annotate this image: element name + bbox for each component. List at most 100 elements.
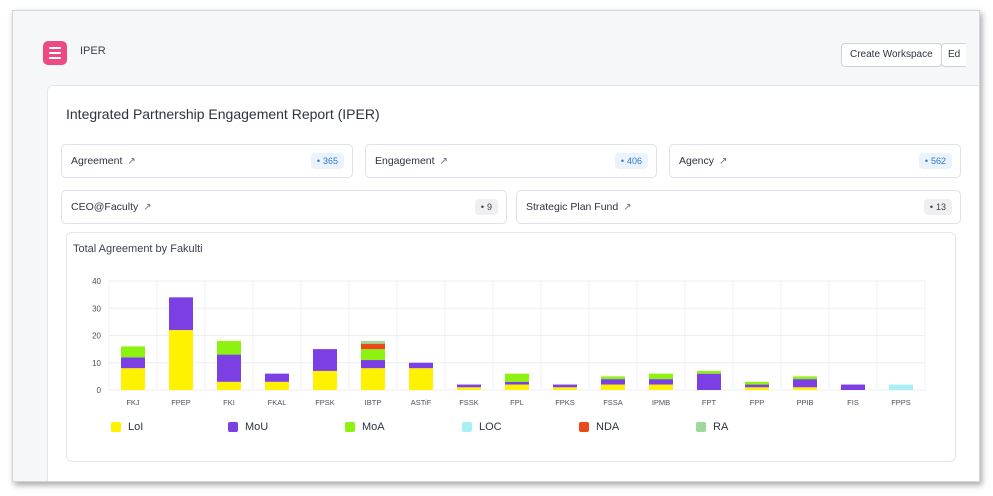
dot-icon: • — [316, 156, 320, 166]
bar-segment-loi — [409, 368, 433, 390]
x-tick-label: FPL — [510, 398, 524, 407]
stat-value: 562 — [930, 156, 946, 166]
bar-segment-moa — [217, 340, 241, 355]
y-tick-label: 0 — [97, 386, 102, 395]
legend-item-ra[interactable]: RA — [696, 421, 728, 433]
stat-card-label: Strategic Plan Fund — [526, 201, 619, 213]
agreement-chart-card: Total Agreement by Fakulti 0 10 20 30 40 FKJ F… — [66, 232, 956, 462]
stat-badge: • 365 — [310, 153, 344, 169]
bar-segment-moa — [505, 373, 529, 382]
y-tick-label: 10 — [92, 359, 101, 368]
bar-segment-loi — [121, 368, 145, 390]
bar-segment-mou — [409, 362, 433, 369]
external-arrow-icon: ↗ — [127, 155, 136, 167]
stat-card-label: Agreement — [71, 155, 123, 167]
bar-segment-loi — [649, 384, 673, 390]
stat-card-label: CEO@Faculty — [71, 201, 139, 213]
app-title: IPER — [80, 45, 106, 57]
legend-swatch — [696, 422, 706, 432]
legend-swatch — [579, 422, 589, 432]
edit-button[interactable]: Ed — [941, 43, 966, 67]
x-tick-label: FPSK — [315, 398, 335, 407]
stat-value: 365 — [322, 156, 338, 166]
stat-card-engagement[interactable]: Engagement ↗ • 406 — [365, 144, 657, 178]
stat-value: 406 — [626, 156, 642, 166]
x-tick-label: IPMB — [652, 398, 670, 407]
hamburger-menu-button[interactable] — [43, 41, 67, 65]
menu-icon-line — [49, 57, 61, 59]
stat-badge: • 562 — [918, 153, 952, 169]
x-tick-label: FPKS — [555, 398, 575, 407]
bar-segment-loi — [793, 387, 817, 390]
bar-segment-loi — [745, 387, 769, 390]
create-workspace-button[interactable]: Create Workspace — [841, 43, 942, 67]
stat-card-ceo-faculty[interactable]: CEO@Faculty ↗ • 9 — [61, 190, 507, 224]
stat-card-label-wrap: Engagement ↗ — [375, 155, 448, 167]
legend-item-mou[interactable]: MoU — [228, 421, 268, 433]
stat-badge: • 13 — [923, 199, 952, 215]
legend-label: LoI — [128, 421, 144, 433]
legend-label: LOC — [479, 421, 502, 433]
bar-segment-ra — [361, 340, 385, 344]
bar-segment-mou — [649, 379, 673, 385]
stat-card-label-wrap: Agreement ↗ — [71, 155, 136, 167]
bar-segment-moa — [793, 376, 817, 380]
external-arrow-icon: ↗ — [623, 201, 632, 213]
bar-segment-mou — [505, 381, 529, 385]
legend-item-nda[interactable]: NDA — [579, 421, 619, 433]
legend-swatch — [462, 422, 472, 432]
bar-segment-mou — [601, 379, 625, 385]
bar-segment-loi — [169, 330, 193, 390]
menu-icon-line — [49, 52, 61, 54]
bar-segment-loc — [889, 384, 913, 390]
stat-card-label-wrap: Strategic Plan Fund ↗ — [526, 201, 632, 213]
legend-item-loc[interactable]: LOC — [462, 421, 502, 433]
stat-card-label: Engagement — [375, 155, 435, 167]
bar-segment-loi — [553, 387, 577, 390]
bar-segment-mou — [793, 379, 817, 388]
stat-value: 13 — [935, 202, 946, 212]
x-tick-label: FPPS — [891, 398, 911, 407]
legend-swatch — [228, 422, 238, 432]
legend-label: NDA — [596, 421, 620, 433]
x-tick-label: FPEP — [171, 398, 191, 407]
stat-card-strategic-plan-fund[interactable]: Strategic Plan Fund ↗ • 13 — [516, 190, 961, 224]
x-tick-label: FSSA — [603, 398, 623, 407]
legend-item-moa[interactable]: MoA — [345, 421, 385, 433]
dot-icon: • — [620, 156, 624, 166]
stat-value: 9 — [486, 202, 492, 212]
stat-card-agreement[interactable]: Agreement ↗ • 365 — [61, 144, 353, 178]
dot-icon: • — [924, 156, 928, 166]
external-arrow-icon: ↗ — [439, 155, 448, 167]
x-tick-label: FKI — [223, 398, 235, 407]
bar-segment-mou — [169, 297, 193, 331]
x-tick-label: FIS — [847, 398, 859, 407]
bar-segment-loi — [313, 370, 337, 390]
bar-segment-moa — [361, 349, 385, 361]
x-tick-label: FKJ — [126, 398, 140, 407]
stat-card-label-wrap: CEO@Faculty ↗ — [71, 201, 152, 213]
x-tick-label: FSSK — [459, 398, 479, 407]
bar-segment-moa — [745, 381, 769, 385]
legend-item-loi[interactable]: LoI — [111, 421, 143, 433]
stat-card-label-wrap: Agency ↗ — [679, 155, 727, 167]
bar-segment-mou — [457, 384, 481, 388]
bar-segment-mou — [265, 373, 289, 382]
stat-card-agency[interactable]: Agency ↗ • 562 — [669, 144, 961, 178]
stat-badge: • 406 — [614, 153, 648, 169]
bar-segment-moa — [121, 346, 145, 358]
bar-segment-mou — [217, 354, 241, 382]
external-arrow-icon: ↗ — [719, 155, 728, 167]
x-tick-label: PPIB — [796, 398, 813, 407]
bar-segment-loi — [457, 387, 481, 390]
bar-segment-mou — [697, 373, 721, 390]
x-tick-label: FPP — [750, 398, 765, 407]
bar-segment-moa — [649, 373, 673, 380]
stat-card-label: Agency — [679, 155, 715, 167]
y-tick-label: 20 — [92, 332, 101, 341]
bar-segment-moa — [601, 376, 625, 380]
stat-badge: • 9 — [474, 199, 498, 215]
app-window: IPER Create Workspace Ed Integrated Part… — [12, 10, 980, 482]
y-tick-label: 40 — [92, 277, 101, 286]
bar-segment-mou — [841, 384, 865, 390]
